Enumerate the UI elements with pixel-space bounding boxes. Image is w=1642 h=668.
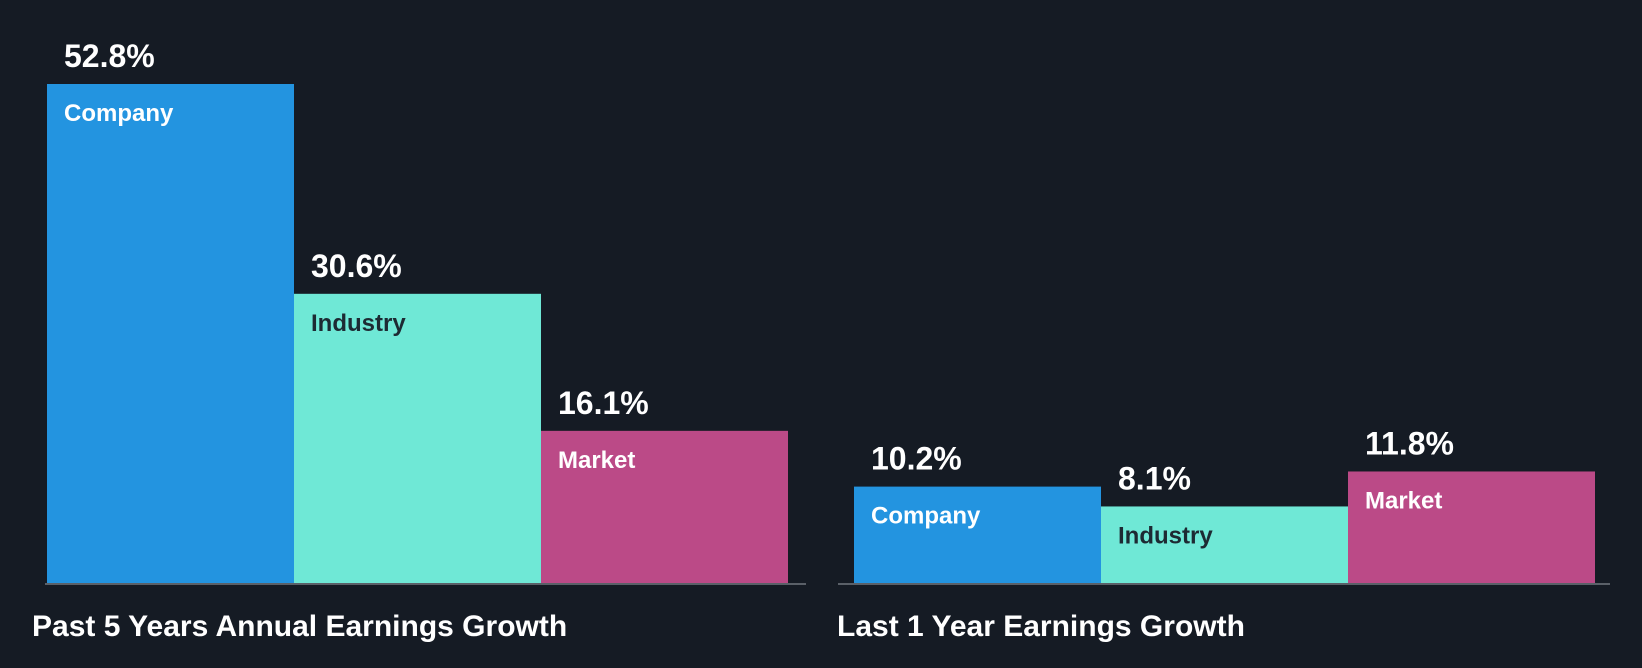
- value-label-company: 10.2%: [871, 441, 962, 477]
- category-label-company: Company: [64, 100, 174, 127]
- chart-2: 10.2% Company 8.1% Industry 11.8% Market Last …: [837, 425, 1610, 643]
- bar-market: [1348, 471, 1595, 583]
- category-label-company: Company: [871, 503, 981, 530]
- category-label-industry: Industry: [311, 310, 406, 337]
- bar-company: [854, 486, 1101, 583]
- value-label-company: 52.8%: [64, 38, 155, 74]
- value-label-industry: 8.1%: [1118, 460, 1191, 496]
- bar-industry: [1101, 506, 1348, 583]
- bar-market: [541, 430, 788, 583]
- value-label-industry: 30.6%: [311, 248, 402, 284]
- category-label-market: Market: [1365, 487, 1442, 514]
- chart-1: 52.8% Company 30.6% Industry 16.1% Market Past…: [32, 38, 806, 643]
- value-label-market: 11.8%: [1365, 425, 1454, 461]
- category-label-market: Market: [558, 447, 635, 474]
- bar-industry: [294, 293, 541, 583]
- category-label-industry: Industry: [1118, 522, 1213, 549]
- bar-company: [47, 84, 294, 583]
- chart-title: Last 1 Year Earnings Growth: [837, 610, 1245, 643]
- chart-title: Past 5 Years Annual Earnings Growth: [32, 610, 567, 643]
- value-label-market: 16.1%: [558, 385, 649, 421]
